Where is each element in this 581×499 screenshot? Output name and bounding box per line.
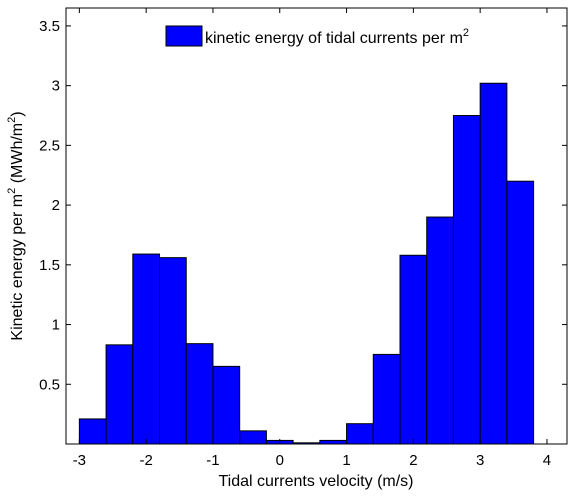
histogram-bar	[212, 365, 241, 445]
histogram-bar	[185, 343, 214, 445]
y-tick-label: 2.5	[39, 137, 60, 154]
y-axis-label: Kinetic energy per m2 (MWh/m2)	[6, 111, 26, 340]
x-tick-label: 4	[543, 452, 551, 469]
y-tick-label: 1.5	[39, 257, 60, 274]
histogram-bar	[159, 257, 187, 445]
histogram-bar	[319, 439, 348, 445]
histogram-bar	[105, 344, 134, 445]
y-axis-label-units: (MWh/m	[9, 123, 26, 188]
y-tick-label: 3	[52, 78, 60, 95]
x-tick-label: 2	[409, 452, 417, 469]
legend: kinetic energy of tidal currents per m2	[165, 25, 469, 47]
histogram-bar	[372, 353, 401, 445]
histogram-bar	[479, 82, 508, 445]
legend-label-superscript: 2	[463, 27, 469, 39]
y-axis-label-units-close: )	[9, 111, 26, 116]
histogram-bar	[506, 180, 535, 445]
legend-label: kinetic energy of tidal currents per m2	[205, 27, 469, 47]
y-tick-label: 0.5	[39, 376, 60, 393]
y-tick-label: 3.5	[39, 18, 60, 35]
x-tick-label: 1	[342, 452, 350, 469]
legend-label-text: kinetic energy of tidal currents per m	[205, 30, 463, 47]
x-tick-label: -1	[206, 452, 219, 469]
histogram-bar	[132, 253, 161, 445]
histogram-bar	[239, 430, 267, 445]
y-axis-label-text: Kinetic energy per m	[9, 194, 26, 341]
legend-swatch	[165, 25, 203, 47]
plot-frame	[65, 7, 568, 445]
y-axis-label-units-superscript: 2	[6, 117, 18, 123]
histogram-bar	[452, 115, 481, 445]
x-tick-label: 3	[476, 452, 484, 469]
histogram-bar	[78, 418, 107, 445]
y-tick-label: 2	[52, 197, 60, 214]
ticks-group: -3 -2 -1 0 1 2 3 4 0.5 1 1.5 2 2.5 3 3.5	[39, 8, 567, 469]
y-axis-label-superscript: 2	[6, 188, 18, 194]
x-tick-label: 0	[276, 452, 284, 469]
histogram-bar	[346, 423, 374, 445]
y-tick-label: 1	[52, 317, 60, 334]
histogram-bar	[399, 254, 428, 445]
histogram-bar	[426, 216, 454, 445]
bars-group	[78, 82, 535, 445]
x-tick-label: -3	[73, 452, 86, 469]
x-axis-label: Tidal currents velocity (m/s)	[219, 473, 414, 490]
x-tick-label: -2	[139, 452, 152, 469]
